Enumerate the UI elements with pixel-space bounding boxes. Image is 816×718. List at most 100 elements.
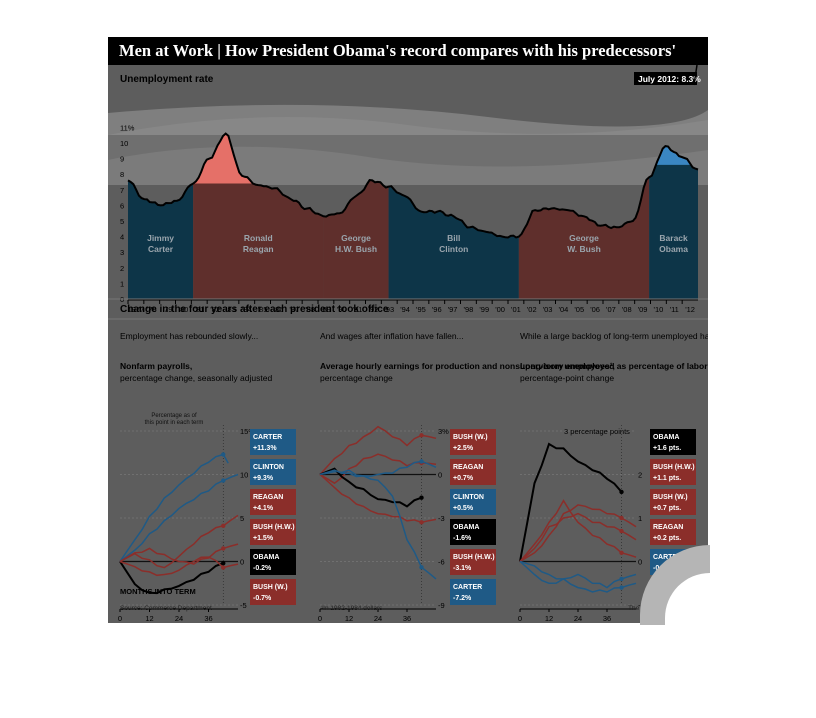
x-tick-label: '90 (337, 305, 347, 314)
series-dot (619, 585, 624, 590)
corner-watermark (640, 545, 710, 625)
panel-lead: And wages after inflation have fallen... (320, 331, 464, 341)
series-dot (419, 433, 424, 438)
series-name: REAGAN (653, 524, 683, 531)
series-dot (619, 515, 624, 521)
x-tick-label: '11 (670, 305, 679, 314)
panel-title: Long-term unemployed as percentage of la… (520, 361, 708, 371)
band-2 (323, 180, 389, 299)
wave-light (108, 104, 708, 135)
series-label-box (250, 549, 296, 575)
president-names: Jimmy Carter Ronald Reagan George H.W. Bush Bi… (147, 233, 688, 254)
series-label-box (250, 429, 296, 455)
x-tick-label: '05 (574, 305, 584, 314)
series-dot (419, 565, 424, 570)
series-label-box (450, 429, 496, 455)
x-tick-label: 12 (345, 614, 353, 623)
series-name: OBAMA (653, 434, 679, 441)
series-label-box (650, 459, 696, 485)
series-label-box (450, 549, 496, 575)
series-dot (221, 546, 226, 551)
series-dot (221, 523, 226, 529)
series-line (519, 442, 623, 562)
band-3 (388, 186, 519, 299)
x-tick-label: 0 (318, 614, 322, 623)
series-dot (619, 550, 624, 555)
x-axis: 1977'78 '79 '80 '81 '82 '83 '84 '85 '86 '87 '88 '89… (127, 299, 698, 314)
wave-mid (108, 146, 708, 185)
y-tick-label: 5 (120, 217, 124, 226)
x-tick-label: '95 (416, 305, 426, 314)
series-dot (221, 452, 226, 457)
callout-leader (693, 65, 698, 86)
series-dot (419, 520, 424, 525)
series-name: BUSH (H.W.) (453, 554, 495, 561)
small-multiples: Change in the four years after each pres… (108, 298, 708, 623)
x-tick-label: '91 (353, 305, 363, 314)
x-tick-label: '06 (590, 305, 600, 314)
unemployment-line (127, 132, 699, 239)
series-label-box (250, 579, 296, 605)
y-tick-label: 0 (638, 558, 642, 567)
series-line (319, 469, 437, 580)
x-tick-label: '07 (606, 305, 616, 314)
x-tick-label: '02 (527, 305, 537, 314)
x-tick-label: '80 (179, 305, 189, 314)
series-line (319, 473, 437, 524)
infographic-panel: Men at Work | How President Obama's reco… (108, 37, 708, 623)
series-dot (619, 489, 624, 495)
series-value: +0.5% (453, 505, 474, 512)
y-tick-label: 10 (120, 139, 128, 148)
series-label-box (450, 459, 496, 485)
x-tick-label: 36 (204, 614, 212, 623)
y-tick-label: 9 (120, 155, 124, 164)
x-tick-label: '78 (147, 305, 157, 314)
series-label-box (450, 489, 496, 515)
y-tick-label: -6 (438, 558, 445, 567)
series-dot (619, 528, 624, 534)
x-tick-label: 12 (145, 614, 153, 623)
series-value: +0.7 pts. (653, 505, 681, 512)
x-tick-label: '10 (654, 305, 664, 314)
series-value: +1.6 pts. (653, 445, 681, 452)
unemployment-label: Unemployment rate (120, 74, 214, 85)
page-title: Men at Work | How President Obama's reco… (108, 37, 708, 65)
x-tick-label: '92 (369, 305, 379, 314)
x-tick-label: '79 (163, 305, 173, 314)
series-dot (221, 561, 226, 566)
background-waves (108, 104, 708, 185)
series-line (319, 453, 437, 485)
x-tick-label: '12 (685, 305, 695, 314)
months-axis-label: MONTHS INTO TERM (120, 587, 196, 596)
x-tick-label: '85 (258, 305, 268, 314)
y-tick-label: 10 (240, 471, 248, 480)
series-value: +0.7% (453, 475, 474, 482)
x-tick-label: '04 (559, 305, 569, 314)
source-note: Source: Commerce Department (120, 605, 212, 612)
x-tick-label: 1977 (128, 305, 145, 314)
president-name: Ronald Reagan (243, 233, 274, 254)
y-tick-label: 11% (120, 123, 135, 132)
y-tick-label: 6 (120, 201, 124, 210)
series-label-box (250, 519, 296, 545)
series-line (119, 560, 224, 595)
president-name: George W. Bush (567, 233, 601, 254)
series-value: +9.3% (253, 475, 274, 482)
y-tick-label: -3 (438, 514, 445, 523)
callout-box (634, 72, 697, 85)
series-line (519, 499, 637, 562)
x-tick-label: '89 (321, 305, 331, 314)
x-tick-label: '93 (384, 305, 394, 314)
obama-peak (655, 146, 691, 165)
y-tick-label: 8 (120, 170, 124, 179)
series-value: -3.1% (453, 565, 472, 572)
president-name: George H.W. Bush (335, 233, 377, 254)
y-tick-label: -5 (240, 601, 247, 610)
series-name: CARTER (653, 554, 682, 561)
series-line (119, 556, 239, 577)
president-name: Barack Obama (659, 233, 688, 254)
series-line (119, 514, 239, 569)
series-value: -0.2% (253, 565, 272, 572)
series-label-box (650, 489, 696, 515)
series-line (519, 504, 637, 563)
